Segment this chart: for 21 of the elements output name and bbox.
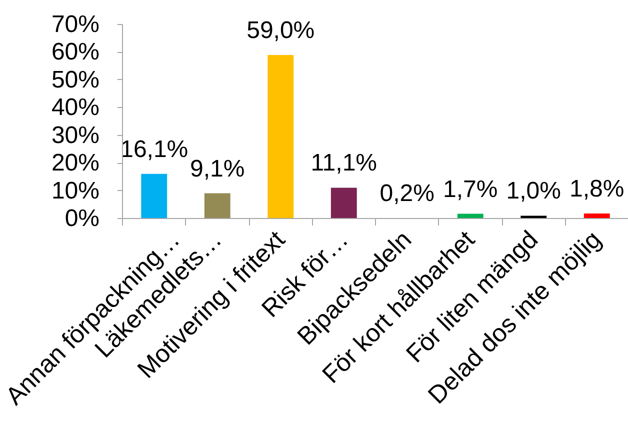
y-tick-label: 30% [51, 122, 100, 149]
data-label: 1,0% [506, 178, 561, 205]
y-tick-label: 60% [51, 38, 100, 66]
y-tick-label: 10% [51, 177, 100, 204]
y-tick-label: 70% [51, 11, 100, 38]
y-tick-label: 50% [51, 66, 100, 94]
bar [141, 174, 168, 218]
data-label: 11,1% [310, 150, 378, 177]
bar [520, 216, 547, 218]
data-label: 9,1% [190, 155, 245, 182]
data-label: 59,0% [246, 16, 315, 44]
bar [204, 193, 230, 218]
bar [268, 54, 294, 218]
y-tick-label: 0% [64, 205, 100, 232]
bar [330, 188, 357, 218]
bar [584, 214, 610, 218]
data-label: 0,2% [380, 180, 434, 207]
y-tick-label: 20% [51, 150, 100, 177]
data-label: 1,7% [443, 176, 498, 203]
data-label: 1,8% [570, 176, 624, 203]
y-tick-label: 40% [51, 94, 100, 122]
